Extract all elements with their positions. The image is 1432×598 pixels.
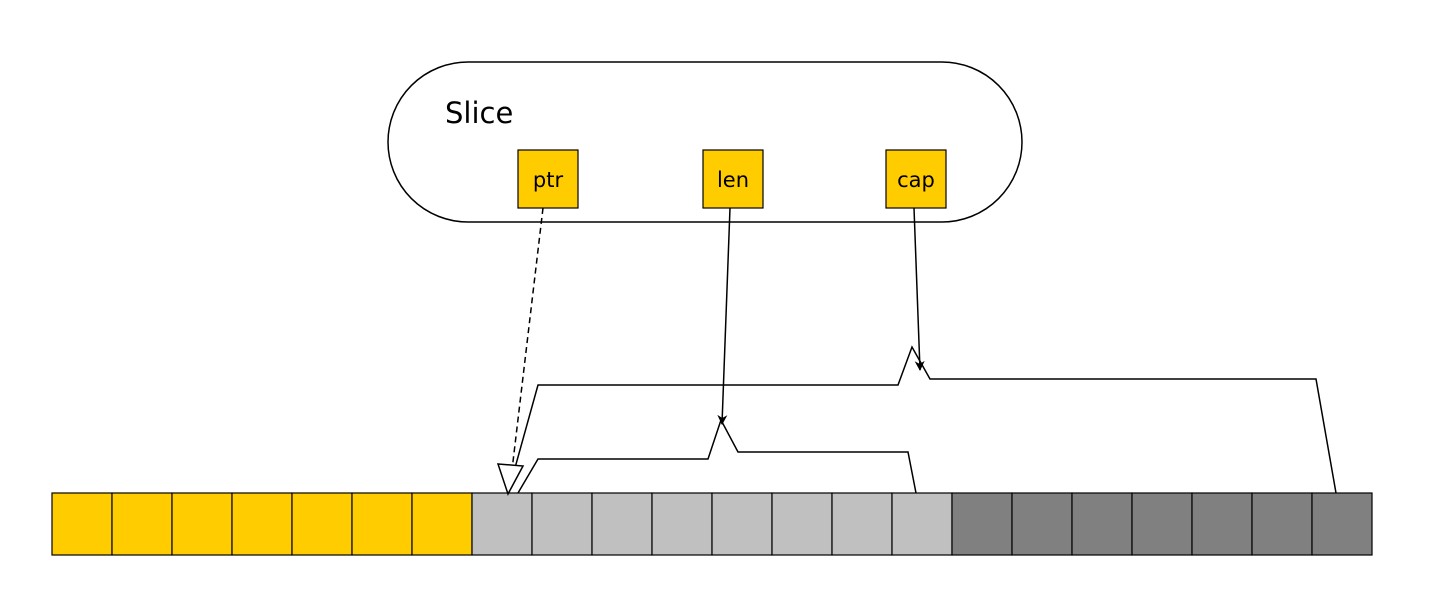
field-box-cap xyxy=(885,149,947,209)
capacity-brace xyxy=(507,345,1337,494)
array-cell-before-slice xyxy=(51,492,113,556)
array-cell-in-capacity xyxy=(1311,492,1373,556)
array-cell-in-length xyxy=(771,492,833,556)
array-cell-in-length xyxy=(651,492,713,556)
array-cell-in-capacity xyxy=(951,492,1013,556)
field-label-ptr: ptr xyxy=(533,168,564,192)
array-cell-in-capacity xyxy=(1251,492,1313,556)
array-cell-in-capacity xyxy=(1191,492,1253,556)
array-cell-before-slice xyxy=(231,492,293,556)
array-cell-in-length xyxy=(531,492,593,556)
array-cell-in-length xyxy=(471,492,533,556)
array-cell-before-slice xyxy=(111,492,173,556)
array-cell-in-length xyxy=(711,492,773,556)
array-cell-before-slice xyxy=(351,492,413,556)
ptr-arrow-head xyxy=(496,463,525,496)
array-cell-in-length xyxy=(591,492,653,556)
cap-arrow xyxy=(913,207,925,371)
array-cell-before-slice xyxy=(291,492,353,556)
array-cell-in-length xyxy=(831,492,893,556)
slice-container-label: Slice xyxy=(445,96,513,130)
array-cell-in-capacity xyxy=(1011,492,1073,556)
array-cell-in-capacity xyxy=(1131,492,1193,556)
array-cell-in-length xyxy=(891,492,953,556)
field-box-len xyxy=(702,149,764,209)
length-brace xyxy=(517,418,917,494)
array-cell-before-slice xyxy=(171,492,233,556)
field-label-len: len xyxy=(717,168,749,192)
field-box-ptr xyxy=(517,149,579,209)
field-label-cap: cap xyxy=(897,168,935,192)
array-cell-in-capacity xyxy=(1071,492,1133,556)
len-arrow xyxy=(717,207,731,425)
ptr-arrow-line xyxy=(511,207,544,471)
array-cell-before-slice xyxy=(411,492,473,556)
backing-array xyxy=(51,492,1373,556)
